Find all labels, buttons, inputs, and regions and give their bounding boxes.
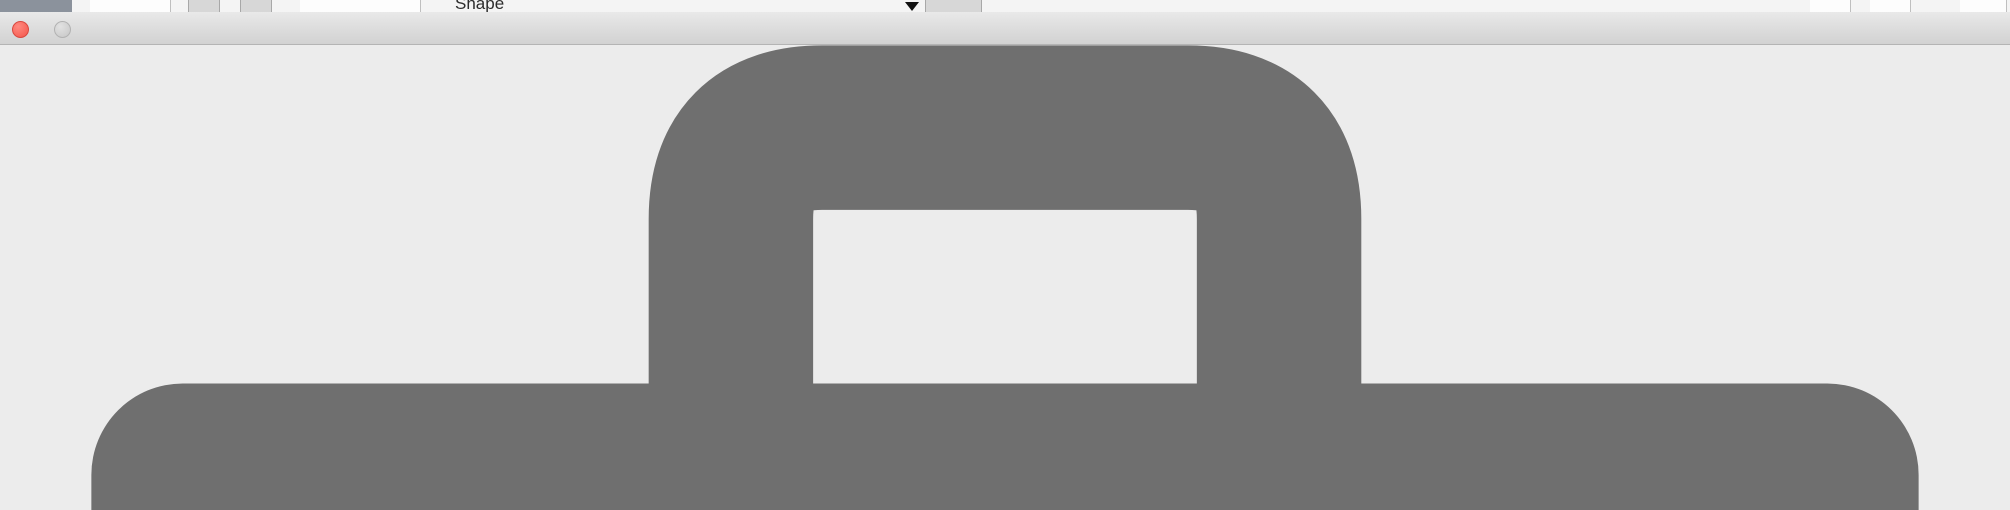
background-app-strip: Shape [0,0,2010,12]
background-app-label: Shape [455,0,505,12]
background-dark-block [0,0,72,12]
delete-frame-button[interactable] [0,18,2010,510]
close-button[interactable] [12,21,29,38]
title-bar [0,12,2010,45]
trash-icon [91,45,1919,510]
minimize-button[interactable] [54,21,71,38]
background-arrow-icon [905,2,919,11]
maximize-button[interactable] [0,21,17,38]
